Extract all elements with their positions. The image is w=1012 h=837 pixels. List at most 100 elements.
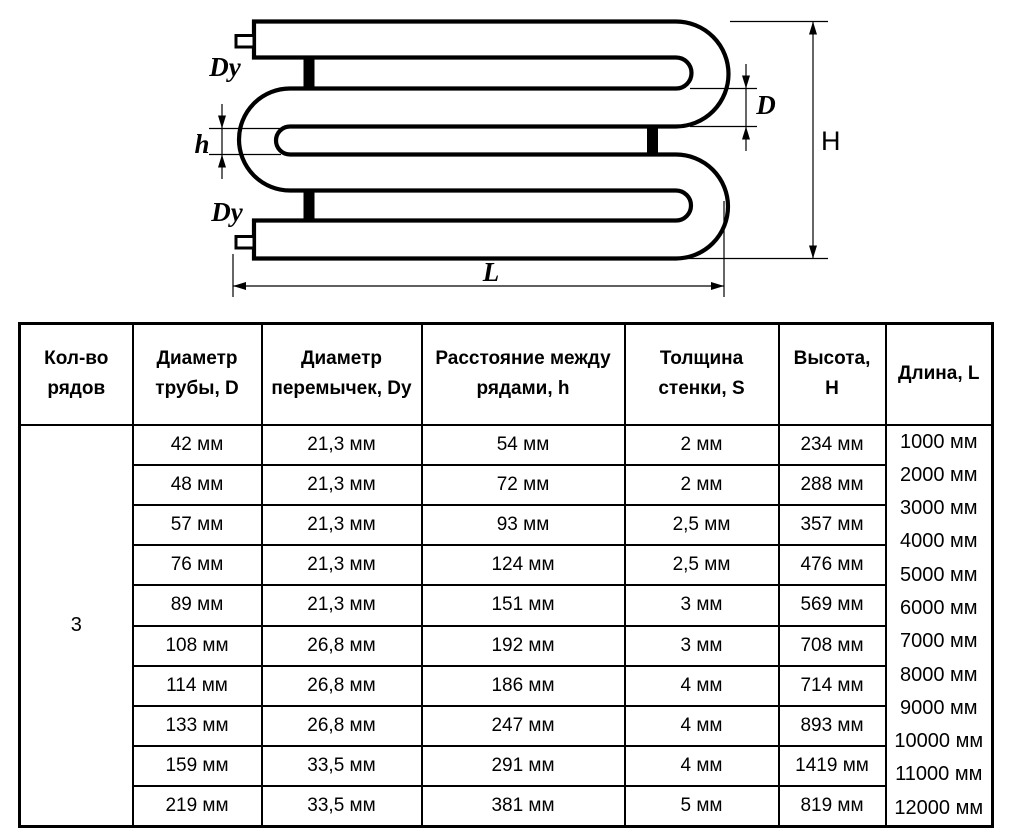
cell-row-spacing: 186 мм: [420, 664, 626, 707]
dimension-D: D: [690, 64, 776, 151]
header-jumper-diameter: Диаметр перемычек, Dy: [260, 322, 423, 426]
label-D: D: [755, 90, 776, 120]
cell-row-spacing: 124 мм: [420, 544, 626, 587]
cell-height: 714 мм: [777, 664, 887, 707]
table-row: 48 мм 21,3 мм 72 мм 2 мм 288 мм: [20, 463, 993, 506]
cell-row-spacing: 291 мм: [420, 745, 626, 788]
cell-pipe-diameter: 48 мм: [131, 463, 263, 506]
register-diagram: h D H L Dy Dy: [194, 19, 841, 297]
cell-jumper-diameter: 33,5 мм: [260, 745, 423, 788]
cell-rows-count: 3: [18, 423, 134, 828]
cell-jumper-diameter: 21,3 мм: [260, 503, 423, 547]
cell-jumper-diameter: 26,8 мм: [260, 704, 423, 748]
cell-wall-thickness: 2,5 мм: [623, 544, 780, 587]
cell-row-spacing: 192 мм: [420, 624, 626, 667]
u-bend-left-inner: [273, 124, 291, 157]
cell-pipe-diameter: 42 мм: [131, 423, 263, 466]
cell-wall-thickness: 2,5 мм: [623, 503, 780, 547]
cell-row-spacing: 93 мм: [420, 503, 626, 547]
length-option: 9000 мм: [899, 696, 978, 719]
cell-height: 234 мм: [777, 423, 887, 466]
length-option: 12000 мм: [894, 796, 984, 819]
length-option: 10000 мм: [894, 730, 984, 753]
outlet-stub-top: [234, 34, 256, 49]
cell-pipe-diameter: 159 мм: [131, 745, 263, 788]
jumper-top-left: [303, 56, 315, 90]
cell-wall-thickness: 2 мм: [623, 463, 780, 506]
pipe-row-2: [290, 86, 676, 129]
length-option: 1000 мм: [899, 430, 978, 453]
dimension-h: h: [194, 104, 281, 179]
cell-row-spacing: 247 мм: [420, 704, 626, 748]
cell-row-spacing: 72 мм: [420, 463, 626, 506]
table-row: 76 мм 21,3 мм 124 мм 2,5 мм 476 мм: [20, 544, 993, 587]
cell-height: 357 мм: [777, 503, 887, 547]
header-length: Длина, L: [884, 322, 994, 426]
cell-wall-thickness: 2 мм: [623, 423, 780, 466]
u-bend-right-top-inner: [675, 55, 694, 91]
cell-height: 708 мм: [777, 624, 887, 667]
cell-row-spacing: 381 мм: [420, 785, 626, 828]
cell-wall-thickness: 5 мм: [623, 785, 780, 828]
cell-jumper-diameter: 21,3 мм: [260, 463, 423, 506]
cell-wall-thickness: 4 мм: [623, 704, 780, 748]
table-row: 57 мм 21,3 мм 93 мм 2,5 мм 357 мм: [20, 503, 993, 547]
length-option: 4000 мм: [899, 530, 978, 553]
cell-height: 819 мм: [777, 785, 887, 828]
table-row: 219 мм 33,5 мм 381 мм 5 мм 819 мм: [20, 785, 993, 828]
label-dy-bottom: Dy: [210, 197, 243, 227]
table-row: 3 42 мм 21,3 мм 54 мм 2 мм 234 мм 1000 мм 2000 …: [18, 423, 994, 828]
cell-lengths: 1000 мм 2000 мм 3000 мм 4000 мм 5000 мм 6000 …: [884, 423, 994, 828]
cell-wall-thickness: 4 мм: [623, 664, 780, 707]
dimension-H: H: [680, 20, 841, 260]
cell-wall-thickness: 3 мм: [623, 624, 780, 667]
cell-jumper-diameter: 33,5 мм: [260, 785, 423, 828]
table-row: 159 мм 33,5 мм 291 мм 4 мм 1419 мм: [20, 745, 993, 788]
spec-table: Кол-во рядов Диаметр трубы, D Диаметр пе…: [18, 322, 994, 829]
header-rows-count: Кол-во рядов: [18, 322, 134, 426]
header-height: Высота, H: [777, 322, 887, 426]
u-bend-right-bottom-outer: [675, 152, 731, 261]
header-row-spacing: Расстояние между рядами, h: [420, 322, 626, 426]
outlet-stub-bottom: [234, 235, 256, 250]
label-H: H: [821, 126, 841, 156]
pipe-row-3: [290, 152, 676, 193]
length-option: 5000 мм: [899, 563, 978, 586]
length-option: 7000 мм: [899, 630, 978, 653]
dimension-L: L: [232, 201, 725, 297]
label-dy-top: Dy: [208, 52, 241, 82]
u-bend-right-bottom-inner: [675, 188, 694, 223]
cell-height: 476 мм: [777, 544, 887, 587]
cell-jumper-diameter: 21,3 мм: [260, 544, 423, 587]
cell-pipe-diameter: 108 мм: [131, 624, 263, 667]
jumper-right: [647, 125, 658, 156]
table-row: 108 мм 26,8 мм 192 мм 3 мм 708 мм: [20, 624, 993, 667]
cell-height: 569 мм: [777, 584, 887, 627]
cell-height: 893 мм: [777, 704, 887, 748]
table-row: 114 мм 26,8 мм 186 мм 4 мм 714 мм: [20, 664, 993, 707]
length-option: 6000 мм: [899, 596, 978, 619]
header-row: Кол-во рядов Диаметр трубы, D Диаметр пе…: [18, 322, 994, 426]
cell-height: 1419 мм: [777, 745, 887, 788]
cell-jumper-diameter: 21,3 мм: [260, 423, 423, 466]
cell-wall-thickness: 4 мм: [623, 745, 780, 788]
pipe-row-1: [251, 19, 676, 60]
cell-pipe-diameter: 133 мм: [131, 704, 263, 748]
table-row: 133 мм 26,8 мм 247 мм 4 мм 893 мм: [20, 704, 993, 748]
table-row: 89 мм 21,3 мм 151 мм 3 мм 569 мм: [20, 584, 993, 627]
length-option: 3000 мм: [899, 497, 978, 520]
label-h: h: [194, 129, 209, 159]
cell-row-spacing: 151 мм: [420, 584, 626, 627]
length-option: 11000 мм: [895, 763, 983, 786]
jumper-bottom-left: [303, 189, 315, 222]
length-option: 8000 мм: [899, 663, 978, 686]
cell-jumper-diameter: 26,8 мм: [260, 624, 423, 667]
header-pipe-diameter: Диаметр трубы, D: [131, 322, 263, 426]
cell-pipe-diameter: 57 мм: [131, 503, 263, 547]
pipe-row-4: [251, 218, 676, 261]
cell-jumper-diameter: 21,3 мм: [260, 584, 423, 627]
cell-pipe-diameter: 76 мм: [131, 544, 263, 587]
u-bend-right-top-outer: [675, 19, 731, 129]
cell-pipe-diameter: 114 мм: [131, 664, 263, 707]
label-L: L: [482, 257, 500, 287]
